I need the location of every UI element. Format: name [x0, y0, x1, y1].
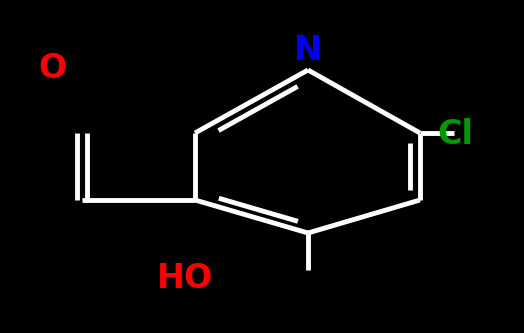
Text: HO: HO [157, 261, 213, 294]
Text: Cl: Cl [437, 119, 473, 152]
Text: O: O [38, 52, 66, 85]
Text: N: N [294, 35, 322, 68]
